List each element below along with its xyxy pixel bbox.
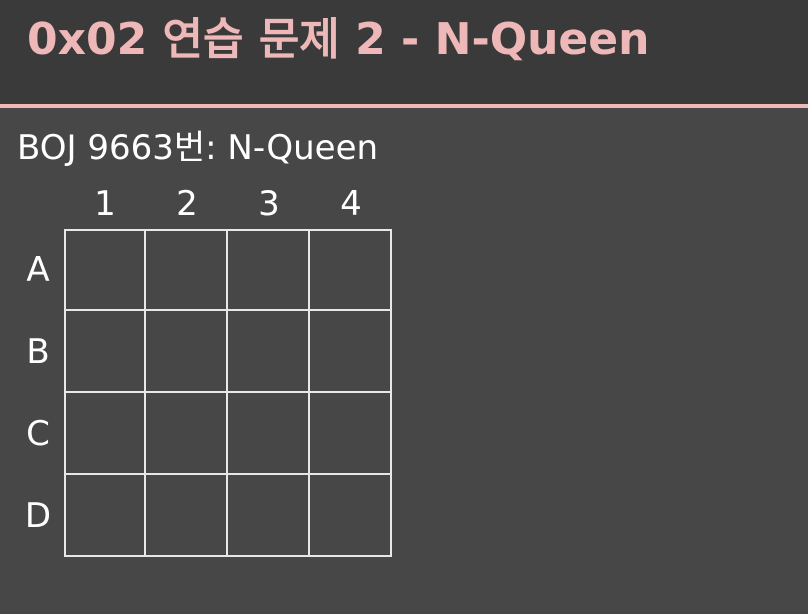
chess-board-grid	[64, 229, 392, 557]
board-cell-b2	[146, 311, 228, 393]
column-label-2: 2	[176, 184, 198, 224]
row-label-c: C	[26, 414, 50, 454]
column-label-3: 3	[258, 184, 280, 224]
board-cell-a2	[146, 229, 228, 311]
board-cell-d2	[146, 475, 228, 557]
column-label-4: 4	[340, 184, 362, 224]
board-cell-c4	[310, 393, 392, 475]
board-cell-c3	[228, 393, 310, 475]
board-cell-d4	[310, 475, 392, 557]
board-cell-c2	[146, 393, 228, 475]
board-cell-d1	[64, 475, 146, 557]
board-cell-d3	[228, 475, 310, 557]
board-cell-b4	[310, 311, 392, 393]
row-label-a: A	[26, 250, 50, 290]
problem-subtitle: BOJ 9663번: N-Queen	[17, 128, 379, 168]
board-cell-b3	[228, 311, 310, 393]
column-label-1: 1	[94, 184, 116, 224]
board-cell-a4	[310, 229, 392, 311]
board-cell-b1	[64, 311, 146, 393]
row-label-b: B	[26, 332, 50, 372]
slide-title: 0x02 연습 문제 2 - N-Queen	[27, 14, 650, 65]
slide-header: 0x02 연습 문제 2 - N-Queen	[0, 0, 808, 104]
board-cell-a1	[64, 229, 146, 311]
row-label-d: D	[24, 496, 52, 536]
header-divider	[0, 104, 808, 108]
board-cell-a3	[228, 229, 310, 311]
board-cell-c1	[64, 393, 146, 475]
